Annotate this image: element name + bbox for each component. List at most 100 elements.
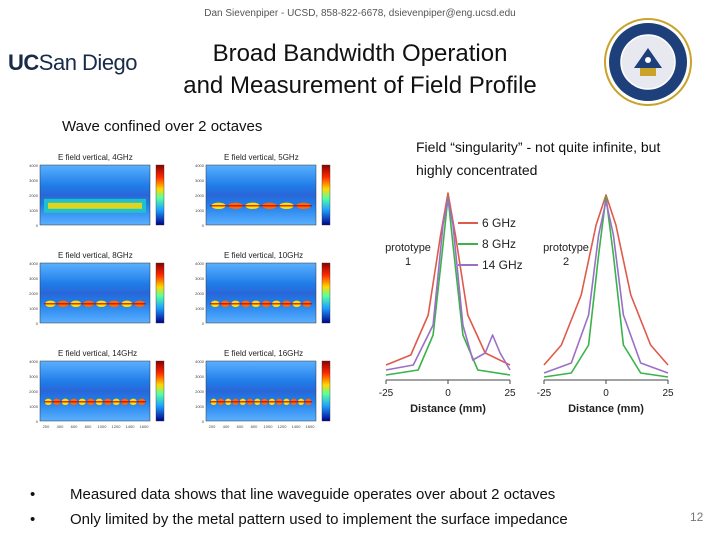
heatmap-title: E field vertical, 8GHz <box>58 251 133 260</box>
y-tick-label: 0 <box>202 419 205 424</box>
bullet-item: • Only limited by the metal pattern used… <box>30 509 700 534</box>
heatmap-area <box>205 360 317 422</box>
x-tick-label: 600 <box>237 424 244 429</box>
y-tick-label: 2000 <box>29 291 39 296</box>
y-tick-label: 2000 <box>195 291 205 296</box>
x-tick-label: 800 <box>85 424 92 429</box>
x-axis-label: Distance (mm) <box>410 403 486 415</box>
prototype-label: prototype <box>543 242 589 254</box>
profile-subplot: -25 0 25 Distance (mm) prototype 1 <box>379 192 516 415</box>
x-tick-label: 1000 <box>264 424 274 429</box>
prototype-number: 1 <box>405 256 411 268</box>
x-tick-label: 0 <box>445 388 451 399</box>
colorbar <box>155 262 165 324</box>
y-tick-label: 4000 <box>29 163 39 168</box>
x-tick-label: 200 <box>209 424 216 429</box>
heatmap-panel: E field vertical, 5GHz 4000 3000 2000 1000 0 <box>195 153 331 228</box>
series-line-6-ghz <box>543 194 669 366</box>
y-tick-label: 0 <box>202 321 205 326</box>
colorbar <box>321 360 331 422</box>
field-core <box>48 202 142 209</box>
heatmap-area <box>205 262 317 324</box>
y-tick-label: 3000 <box>195 178 205 183</box>
prototype-number: 2 <box>563 256 569 268</box>
y-tick-label: 1000 <box>195 404 205 409</box>
x-tick-label: 400 <box>223 424 230 429</box>
field-heatmap-panels: E field vertical, 4GHz40003000200010000E… <box>29 153 331 429</box>
colorbar <box>321 164 331 226</box>
series-line-6-ghz <box>385 192 511 366</box>
x-tick-label: 1600 <box>140 424 150 429</box>
logo-uc-text: UC <box>8 50 39 75</box>
y-tick-label: 2000 <box>195 389 205 394</box>
field-singularity-label: Field “singularity” - not quite infinite… <box>416 139 661 178</box>
x-tick-label: 25 <box>504 388 516 399</box>
title-line-2: and Measurement of Field Profile <box>183 72 537 99</box>
heatmap-title: E field vertical, 4GHz <box>58 153 133 162</box>
y-tick-label: 1000 <box>29 404 39 409</box>
y-tick-label: 1000 <box>195 306 205 311</box>
wave-confined-label: Wave confined over 2 octaves <box>62 118 263 135</box>
bullet-marker: • <box>30 486 36 503</box>
heatmap-area <box>39 360 151 422</box>
legend-label: 8 GHz <box>482 237 516 251</box>
y-tick-label: 2000 <box>29 193 39 198</box>
colorbar <box>155 164 165 226</box>
x-tick-label: 400 <box>57 424 64 429</box>
y-tick-label: 0 <box>36 321 39 326</box>
colorbar <box>321 262 331 324</box>
x-tick-label: -25 <box>379 388 394 399</box>
bullet-item: • Measured data shows that line waveguid… <box>30 484 700 509</box>
heatmap-panel: E field vertical, 10GHz 4000 3000 2000 1000 0 <box>195 251 331 326</box>
y-tick-label: 0 <box>36 223 39 228</box>
bullet-list: • Measured data shows that line waveguid… <box>30 484 700 534</box>
legend-label: 14 GHz <box>482 258 523 272</box>
x-tick-label: 1000 <box>98 424 108 429</box>
bullet-text-1: Measured data shows that line waveguide … <box>70 486 556 503</box>
chart-legend: 6 GHz 8 GHz 14 GHz <box>458 216 523 272</box>
field-profile-line-chart: -25 0 25 Distance (mm) prototype 1 -25 0 25 Dista… <box>379 192 674 415</box>
prototype-label: prototype <box>385 242 431 254</box>
y-tick-label: 3000 <box>195 276 205 281</box>
profile-subplot: -25 0 25 Distance (mm) prototype 2 <box>537 194 674 415</box>
page-number: 12 <box>690 510 704 524</box>
heatmap-title: E field vertical, 16GHz <box>224 349 303 358</box>
ucsd-logo: UCSan Diego <box>8 50 138 76</box>
heatmap-panel: E field vertical, 8GHz 4000 3000 2000 1000 0 <box>29 251 165 326</box>
y-tick-label: 0 <box>202 223 205 228</box>
legend-label: 6 GHz <box>482 216 516 230</box>
series-line-14-ghz <box>385 198 511 371</box>
author-line: Dan Sievenpiper - UCSD, 858-822-6678, ds… <box>204 8 516 19</box>
y-tick-label: 0 <box>36 419 39 424</box>
heatmap-panel: E field vertical, 4GHz 4000 3000 2000 1000 0 <box>29 153 165 228</box>
heatmap-area <box>205 164 317 226</box>
heatmap-area <box>39 262 151 324</box>
y-tick-label: 3000 <box>29 178 39 183</box>
x-tick-label: 600 <box>71 424 78 429</box>
y-tick-label: 3000 <box>195 374 205 379</box>
y-tick-label: 2000 <box>29 389 39 394</box>
x-tick-label: 0 <box>603 388 609 399</box>
heatmap-title: E field vertical, 5GHz <box>224 153 299 162</box>
y-tick-label: 1000 <box>29 208 39 213</box>
heatmap-panel: E field vertical, 14GHz 4000 3000 2000 1000 0… <box>29 349 165 429</box>
x-tick-label: -25 <box>537 388 552 399</box>
x-tick-label: 200 <box>43 424 50 429</box>
heatmap-title: E field vertical, 14GHz <box>58 349 137 358</box>
y-tick-label: 3000 <box>29 374 39 379</box>
heatmap-title: E field vertical, 10GHz <box>224 251 303 260</box>
x-tick-label: 1200 <box>278 424 288 429</box>
series-line-14-ghz <box>543 200 669 374</box>
x-axis-label: Distance (mm) <box>568 403 644 415</box>
y-tick-label: 4000 <box>195 163 205 168</box>
y-tick-label: 2000 <box>195 193 205 198</box>
heatmap-area <box>39 164 151 226</box>
y-tick-label: 3000 <box>29 276 39 281</box>
bullet-text-2: Only limited by the metal pattern used t… <box>70 511 568 528</box>
title-line-1: Broad Bandwidth Operation <box>212 40 508 67</box>
series-line-8-ghz <box>543 196 669 378</box>
y-tick-label: 4000 <box>195 359 205 364</box>
heatmap-panel: E field vertical, 16GHz 4000 3000 2000 1000 0… <box>195 349 331 429</box>
bullet-marker: • <box>30 511 36 528</box>
colorbar <box>155 360 165 422</box>
